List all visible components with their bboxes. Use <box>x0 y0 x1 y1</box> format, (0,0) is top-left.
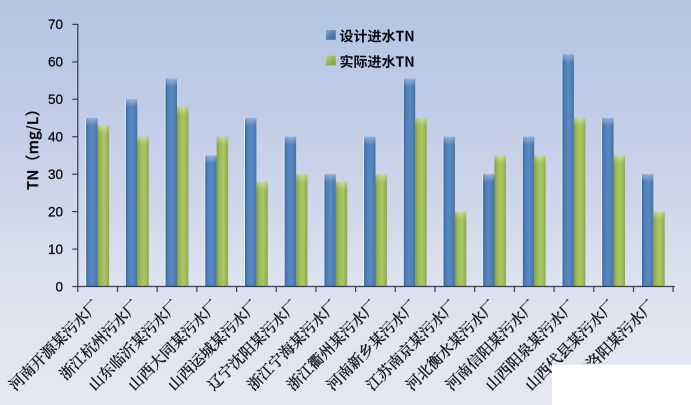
svg-text:0: 0 <box>55 279 63 294</box>
svg-text:60: 60 <box>48 55 63 70</box>
svg-text:20: 20 <box>48 204 63 219</box>
svg-text:10: 10 <box>48 242 63 257</box>
svg-text:30: 30 <box>48 167 63 182</box>
svg-text:50: 50 <box>48 92 63 107</box>
svg-text:40: 40 <box>48 130 63 145</box>
svg-text:70: 70 <box>48 17 63 32</box>
